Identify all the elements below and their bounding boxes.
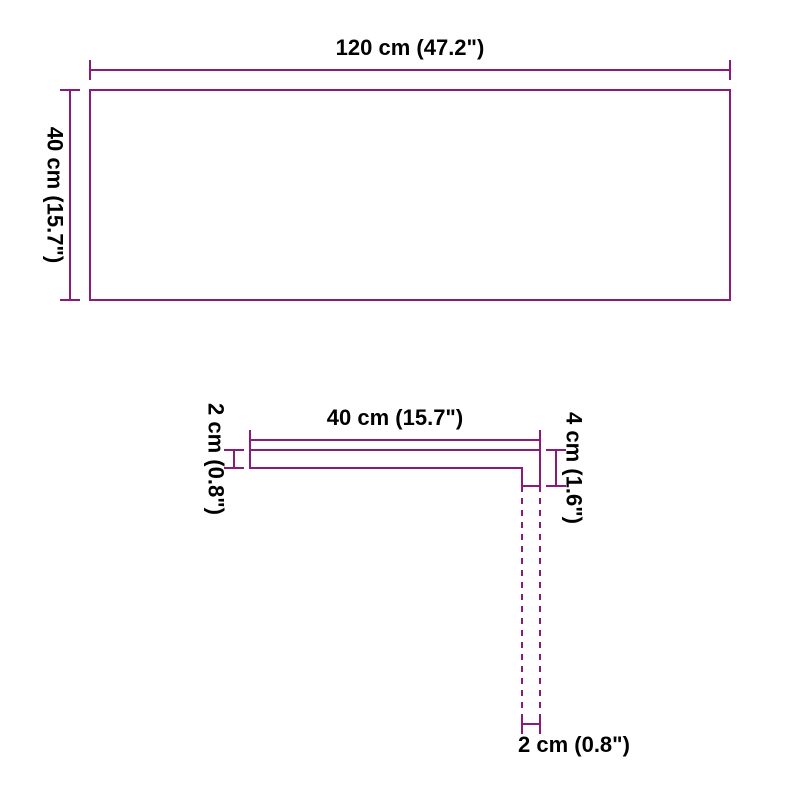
top-view-rect bbox=[90, 90, 730, 300]
profile-right-drop-label: 4 cm (1.6") bbox=[562, 412, 587, 524]
top-height-label: 40 cm (15.7") bbox=[43, 127, 68, 263]
profile-bottom-thickness-label: 2 cm (0.8") bbox=[518, 732, 630, 757]
dimension-diagram: 120 cm (47.2") 40 cm (15.7") 40 cm (15.7")… bbox=[0, 0, 800, 800]
profile-top-width-label: 40 cm (15.7") bbox=[327, 405, 463, 430]
profile-left-thickness-label: 2 cm (0.8") bbox=[204, 403, 229, 515]
top-width-label: 120 cm (47.2") bbox=[336, 35, 485, 60]
profile-shape bbox=[250, 450, 540, 486]
